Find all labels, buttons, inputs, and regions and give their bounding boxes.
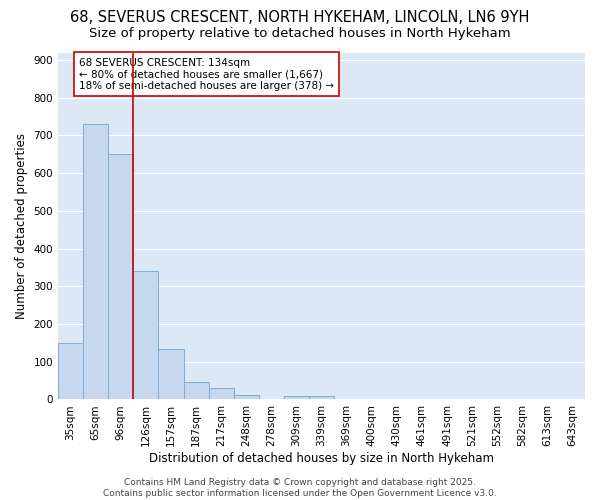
Bar xyxy=(284,396,309,400)
X-axis label: Distribution of detached houses by size in North Hykeham: Distribution of detached houses by size … xyxy=(149,452,494,465)
Y-axis label: Number of detached properties: Number of detached properties xyxy=(15,133,28,319)
Bar xyxy=(58,343,83,400)
Bar xyxy=(209,388,233,400)
Bar xyxy=(158,348,184,400)
Bar xyxy=(233,395,259,400)
Text: 68, SEVERUS CRESCENT, NORTH HYKEHAM, LINCOLN, LN6 9YH: 68, SEVERUS CRESCENT, NORTH HYKEHAM, LIN… xyxy=(70,10,530,25)
Text: Size of property relative to detached houses in North Hykeham: Size of property relative to detached ho… xyxy=(89,28,511,40)
Bar xyxy=(184,382,209,400)
Text: 68 SEVERUS CRESCENT: 134sqm
← 80% of detached houses are smaller (1,667)
18% of : 68 SEVERUS CRESCENT: 134sqm ← 80% of det… xyxy=(79,58,334,91)
Bar xyxy=(309,396,334,400)
Bar xyxy=(108,154,133,400)
Bar xyxy=(133,271,158,400)
Text: Contains HM Land Registry data © Crown copyright and database right 2025.
Contai: Contains HM Land Registry data © Crown c… xyxy=(103,478,497,498)
Bar xyxy=(83,124,108,400)
